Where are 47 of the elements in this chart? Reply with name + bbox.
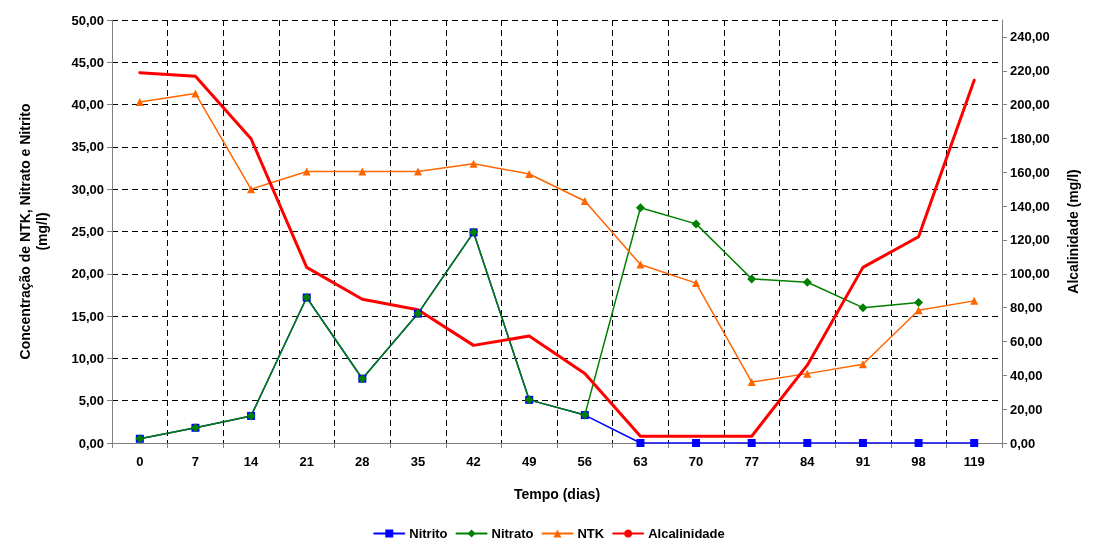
y2-axis-title: Alcalinidade (mg/l) xyxy=(1064,169,1081,294)
y-tick-label: 45,00 xyxy=(71,54,104,70)
y-tick-label: 10,00 xyxy=(71,350,104,366)
y2-tick-label: 200,00 xyxy=(1010,97,1050,113)
x-tick-label: 70 xyxy=(688,454,704,469)
y-tick-label: 20,00 xyxy=(71,266,104,282)
x-axis-title: Tempo (dias) xyxy=(513,486,601,502)
y-tick-label: 50,00 xyxy=(71,12,104,28)
y-tick-label: 40,00 xyxy=(71,97,104,113)
x-tick-label: 56 xyxy=(577,454,593,469)
y2-tick-label: 20,00 xyxy=(1010,401,1043,417)
legend-label: Nitrito xyxy=(409,526,448,541)
x-tick-label: 0 xyxy=(136,454,144,469)
x-tick-label: 84 xyxy=(800,454,816,469)
x-tick-label: 63 xyxy=(633,454,648,469)
y2-tick-label: 80,00 xyxy=(1010,300,1043,316)
x-tick-label: 42 xyxy=(466,454,481,469)
y2-tick-label: 60,00 xyxy=(1010,333,1043,349)
x-tick-label: 119 xyxy=(963,454,985,469)
x-tick-label: 49 xyxy=(521,454,537,469)
x-tick-label: 21 xyxy=(299,454,314,469)
y2-tick-label: 180,00 xyxy=(1010,130,1050,146)
x-tick-label: 7 xyxy=(191,454,200,469)
y2-tick-label: 0,00 xyxy=(1010,435,1036,451)
legend-label: Alcalinidade xyxy=(648,526,725,541)
y-tick-label: 25,00 xyxy=(71,224,104,239)
y2-tick-label: 100,00 xyxy=(1010,266,1050,282)
x-tick-label: 91 xyxy=(855,454,871,469)
x-tick-label: 77 xyxy=(744,454,759,469)
legend-label: NTK xyxy=(577,526,605,541)
y-axis-title: Concentração de NTK, Nitrato e Nitrito (mg/l) xyxy=(16,103,50,360)
y-tick-label: 5,00 xyxy=(78,393,104,409)
y-tick-label: 0,00 xyxy=(78,435,104,451)
y-tick-label: 35,00 xyxy=(71,139,104,155)
y2-tick-label: 140,00 xyxy=(1010,198,1050,214)
y2-tick-label: 240,00 xyxy=(1010,29,1050,45)
x-tick-label: 28 xyxy=(355,454,370,469)
y2-tick-label: 220,00 xyxy=(1010,63,1050,79)
y2-tick-label: 120,00 xyxy=(1010,232,1050,248)
x-tick-label: 98 xyxy=(911,454,926,469)
y-tick-label: 15,00 xyxy=(71,308,104,324)
x-tick-label: 35 xyxy=(410,454,426,469)
y2-tick-label: 40,00 xyxy=(1010,367,1043,383)
legend-label: Nitrato xyxy=(491,526,534,541)
x-tick-label: 14 xyxy=(243,454,260,469)
y2-tick-label: 160,00 xyxy=(1010,164,1050,180)
y-tick-label: 30,00 xyxy=(71,181,104,197)
